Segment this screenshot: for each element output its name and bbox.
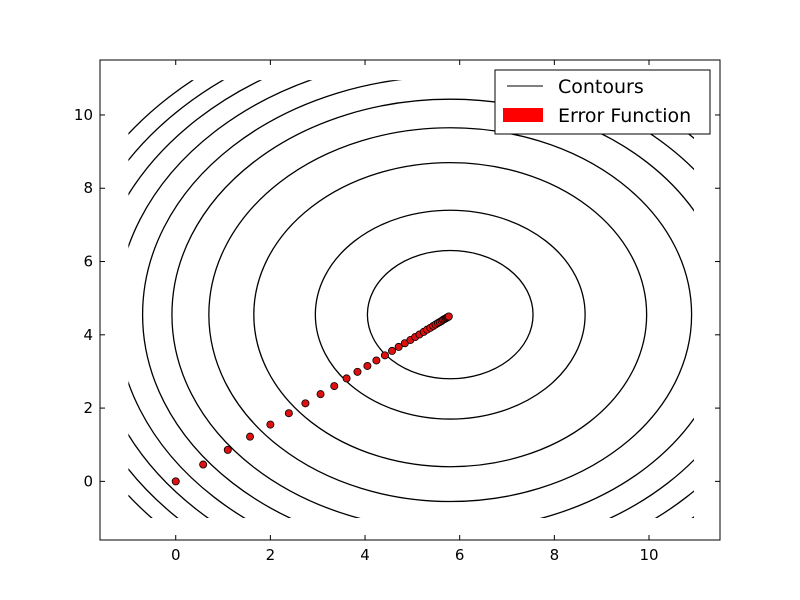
contour-line	[208, 127, 693, 503]
y-tick-label: 4	[83, 326, 93, 344]
contour-line	[142, 80, 694, 519]
legend-patch-swatch	[503, 108, 543, 122]
data-point	[363, 361, 372, 370]
data-point	[388, 346, 397, 355]
data-point	[394, 342, 403, 351]
plot-frame	[99, 59, 721, 541]
x-tick-label: 8	[550, 546, 560, 564]
y-tick-label: 2	[83, 399, 93, 417]
y-tick-label: 8	[83, 179, 93, 197]
data-point	[223, 445, 232, 454]
data-point	[284, 409, 293, 418]
contour-line	[314, 209, 586, 420]
points-layer	[171, 312, 453, 486]
legend: Contours Error Function	[494, 69, 711, 135]
x-tick-label: 2	[266, 546, 276, 564]
data-point	[372, 356, 381, 365]
tick-layer: 0 2 4 6 8 10 0 2 4 6 8 10	[74, 60, 720, 564]
data-point	[444, 312, 453, 321]
y-tick-label: 10	[74, 106, 93, 124]
data-point	[316, 390, 325, 399]
data-point	[171, 477, 180, 486]
y-tick-label: 0	[83, 472, 93, 490]
x-tick-label: 4	[360, 546, 370, 564]
data-point	[330, 382, 339, 391]
contour-line	[171, 98, 694, 519]
legend-box	[494, 69, 711, 135]
x-tick-label: 6	[455, 546, 465, 564]
legend-label-error-function: Error Function	[558, 105, 691, 127]
data-point	[342, 374, 351, 383]
data-point	[246, 432, 255, 441]
data-point	[266, 420, 275, 429]
contour-line	[366, 249, 534, 380]
y-tick-label: 6	[83, 253, 93, 271]
legend-label-contours: Contours	[558, 76, 644, 98]
data-point	[380, 351, 389, 360]
contour-layer	[128, 80, 694, 519]
x-tick-label: 10	[639, 546, 658, 564]
data-point	[301, 399, 310, 408]
data-point	[353, 367, 362, 376]
x-tick-label: 0	[171, 546, 181, 564]
data-point	[199, 460, 208, 469]
contour-line	[253, 161, 648, 468]
